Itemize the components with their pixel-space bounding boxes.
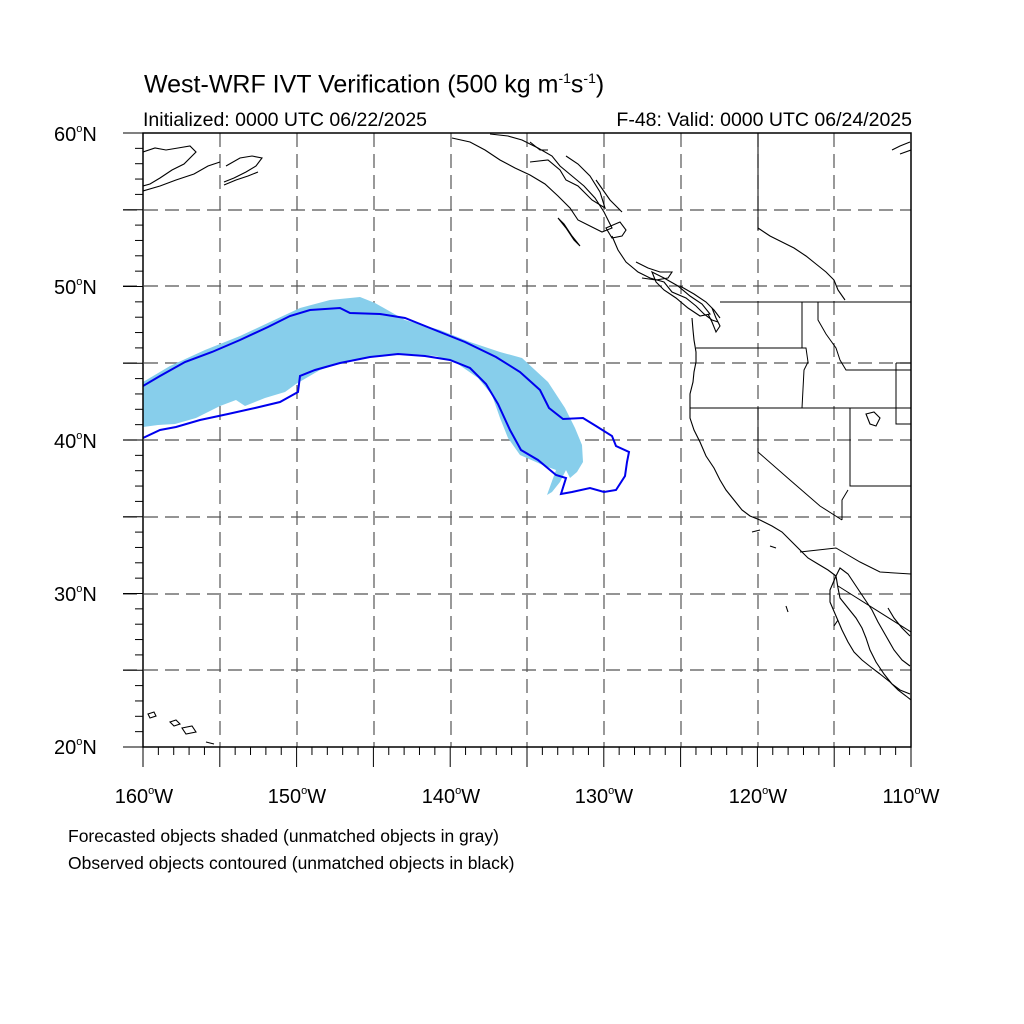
lon-label-150w: 150oW [267,785,327,808]
map-title: West-WRF IVT Verification (500 kg m-1s-1… [144,70,605,99]
observed-ivt-contour [143,306,631,496]
forecast-ivt-object [143,297,583,495]
lat-label-40: 40oN [54,430,97,453]
map-frame [142,132,912,748]
coastlines [143,133,911,745]
political-borders [690,133,911,633]
initialized-time: Initialized: 0000 UTC 06/22/2025 [143,109,428,131]
lon-label-160w: 160oW [114,785,174,808]
forecast-caption: Forecasted objects shaded (unmatched obj… [68,826,499,846]
lat-label-20: 20oN [54,736,97,759]
lon-label-110w: 110oW [882,785,940,808]
lon-label-140w: 140oW [421,785,481,808]
lat-label-30: 30oN [54,583,97,606]
lat-label-60: 60oN [54,123,97,146]
lat-label-50: 50oN [54,276,97,299]
observed-caption: Observed objects contoured (unmatched ob… [68,853,515,873]
lon-label-130w: 130oW [574,785,634,808]
valid-time: F-48: Valid: 0000 UTC 06/24/2025 [616,109,912,131]
axis-ticks [123,132,912,767]
lon-label-120w: 120oW [728,785,788,808]
